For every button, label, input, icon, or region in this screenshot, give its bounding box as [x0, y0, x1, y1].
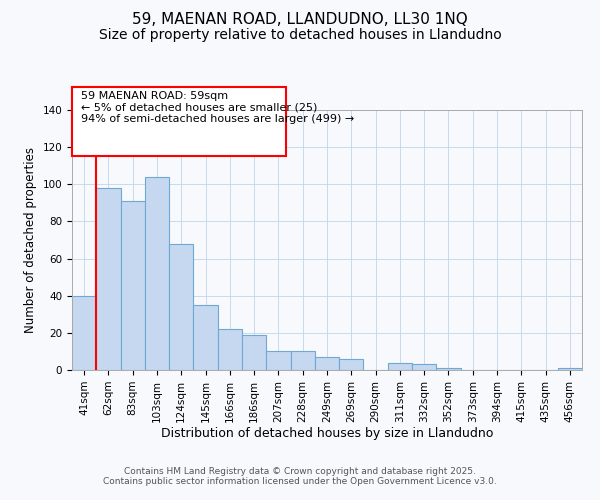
- Bar: [436, 368, 461, 370]
- Bar: [145, 177, 169, 370]
- Bar: [290, 352, 315, 370]
- Text: ← 5% of detached houses are smaller (25): ← 5% of detached houses are smaller (25): [81, 102, 317, 113]
- Bar: [339, 359, 364, 370]
- Bar: [193, 305, 218, 370]
- Text: 59, MAENAN ROAD, LLANDUDNO, LL30 1NQ: 59, MAENAN ROAD, LLANDUDNO, LL30 1NQ: [132, 12, 468, 28]
- Bar: [558, 368, 582, 370]
- Bar: [96, 188, 121, 370]
- Bar: [266, 352, 290, 370]
- X-axis label: Distribution of detached houses by size in Llandudno: Distribution of detached houses by size …: [161, 428, 493, 440]
- Text: Contains public sector information licensed under the Open Government Licence v3: Contains public sector information licen…: [103, 477, 497, 486]
- Bar: [315, 357, 339, 370]
- Bar: [218, 329, 242, 370]
- Bar: [242, 334, 266, 370]
- Text: Contains HM Land Registry data © Crown copyright and database right 2025.: Contains HM Land Registry data © Crown c…: [124, 467, 476, 476]
- Text: 59 MAENAN ROAD: 59sqm: 59 MAENAN ROAD: 59sqm: [81, 92, 228, 102]
- Text: Size of property relative to detached houses in Llandudno: Size of property relative to detached ho…: [98, 28, 502, 42]
- Bar: [169, 244, 193, 370]
- Bar: [72, 296, 96, 370]
- Bar: [412, 364, 436, 370]
- Text: 94% of semi-detached houses are larger (499) →: 94% of semi-detached houses are larger (…: [81, 114, 354, 124]
- Y-axis label: Number of detached properties: Number of detached properties: [24, 147, 37, 333]
- Bar: [388, 362, 412, 370]
- Bar: [121, 201, 145, 370]
